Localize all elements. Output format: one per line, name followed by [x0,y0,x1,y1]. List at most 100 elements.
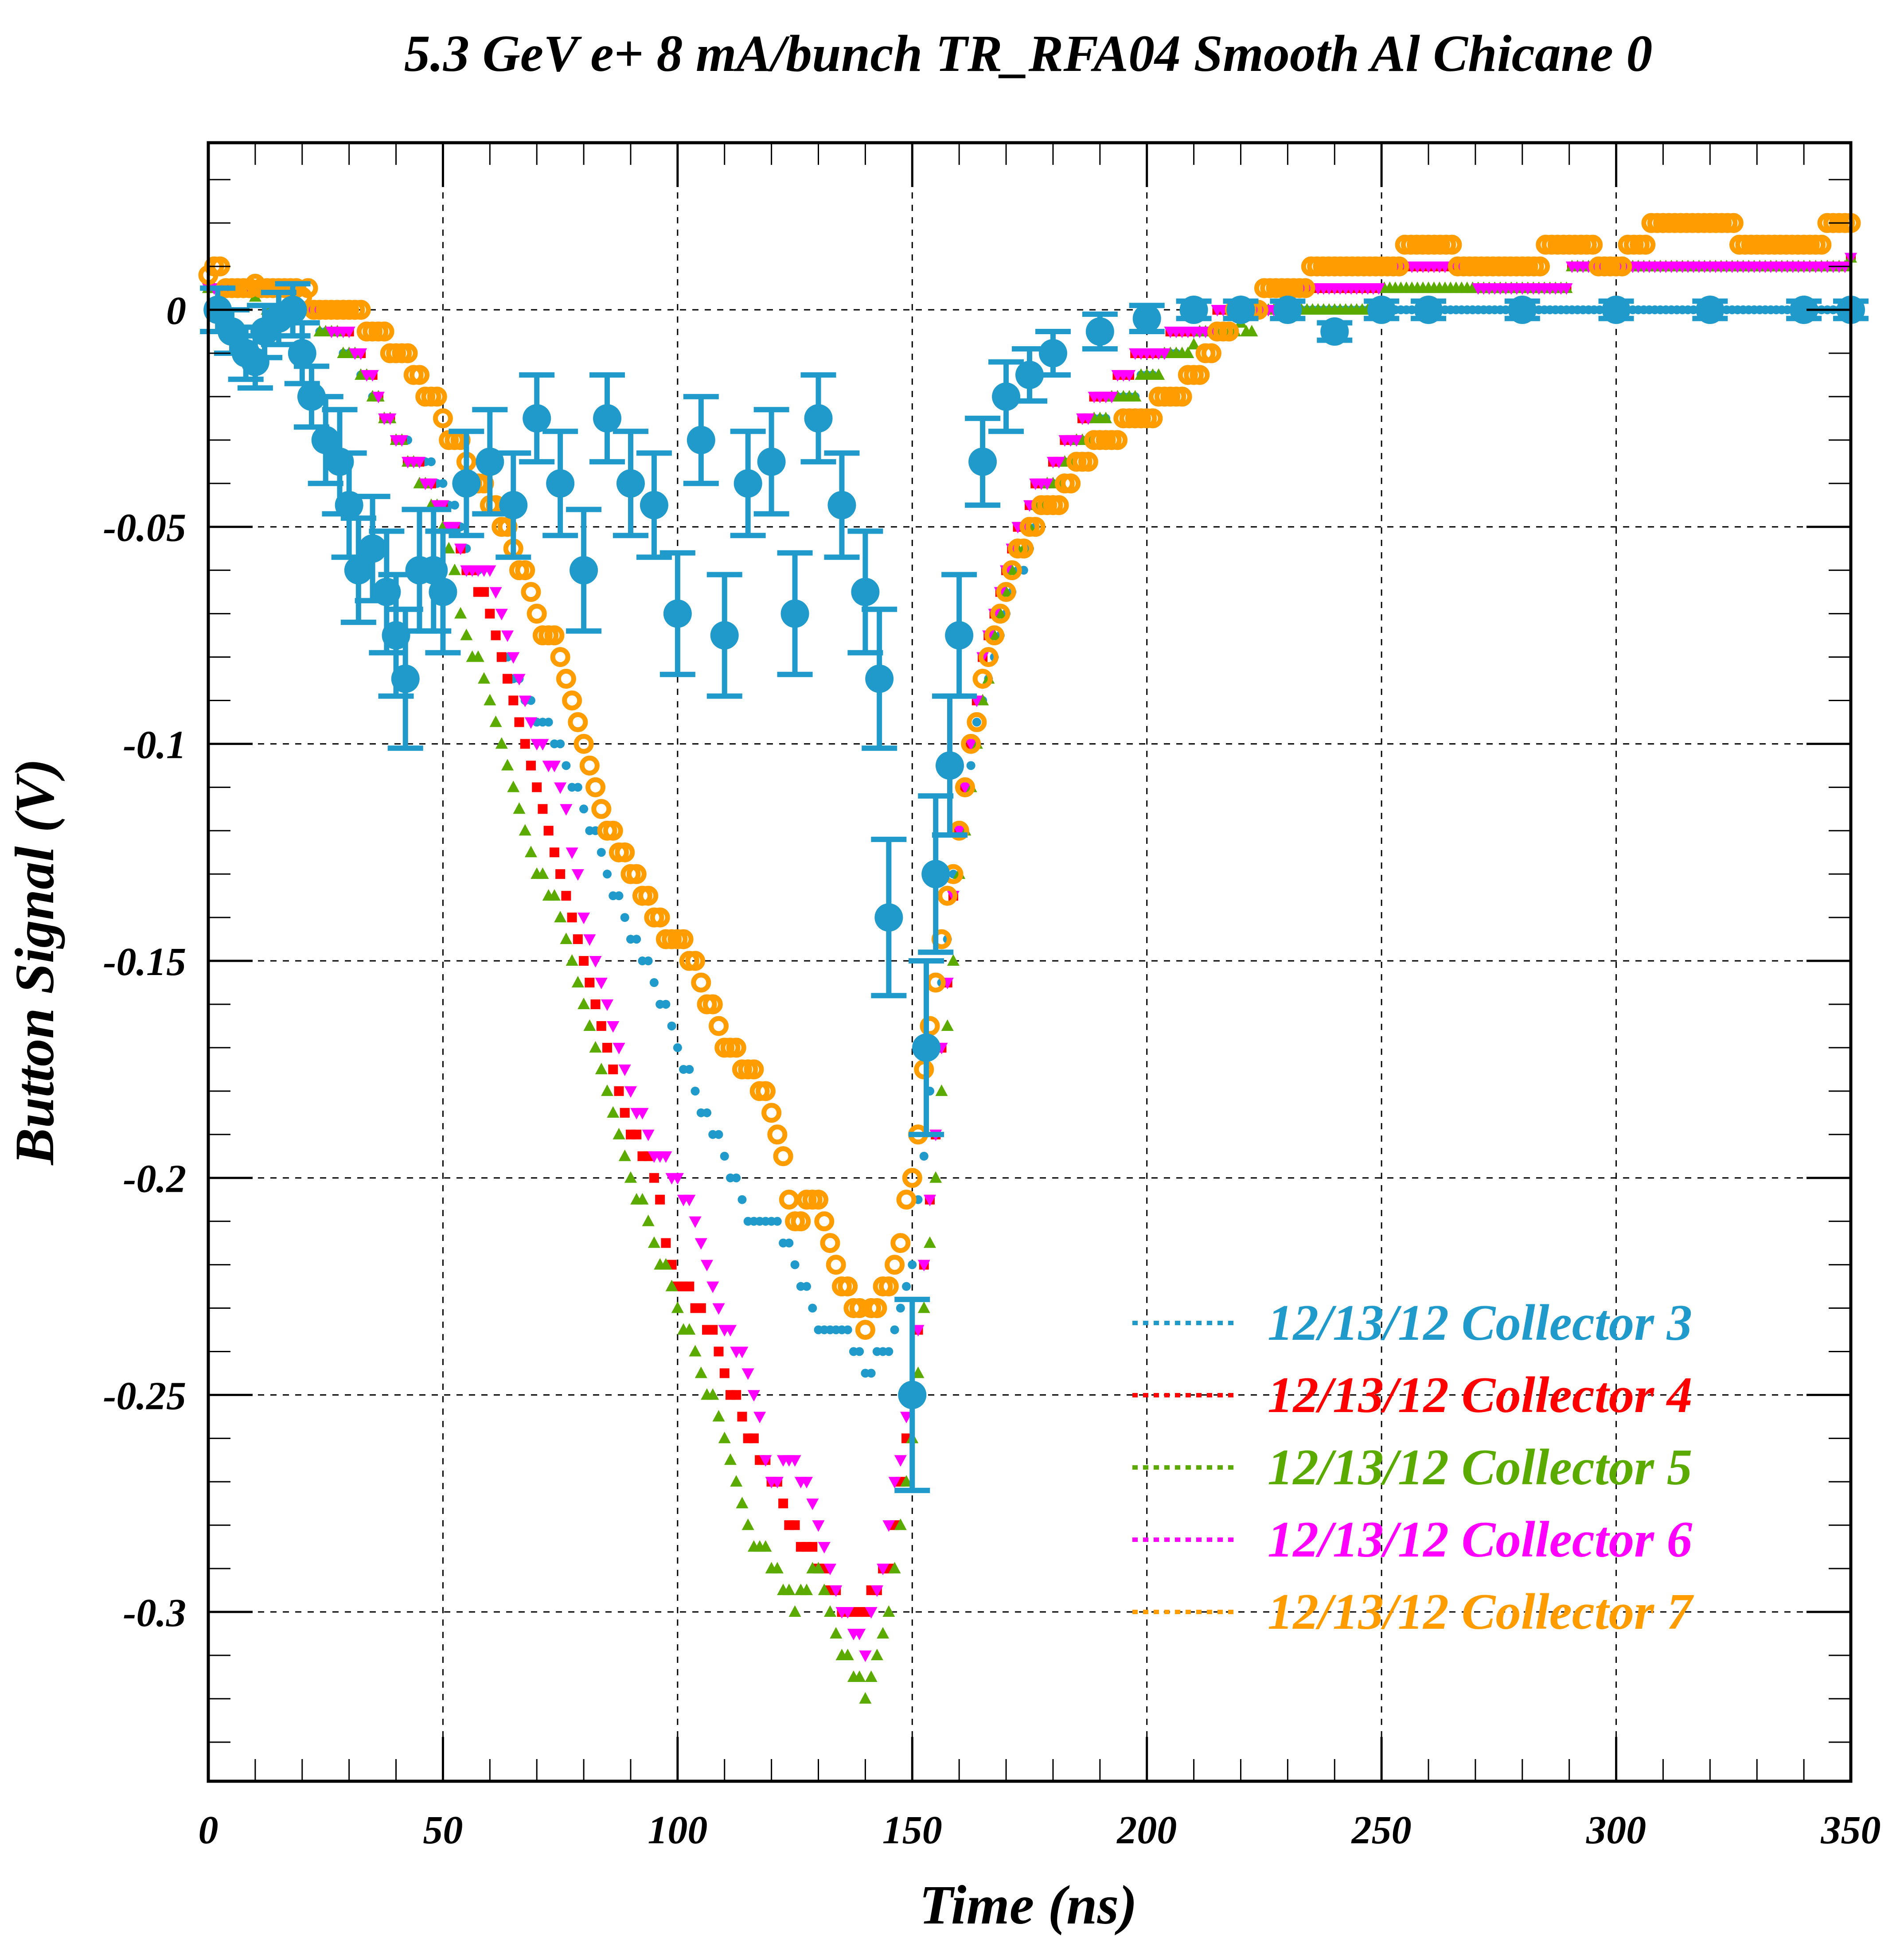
data-point [555,869,566,879]
data-point [603,820,623,841]
data-point [890,1233,911,1253]
x-tick-label: 350 [1821,1808,1881,1852]
y-tick-label: -0.25 [103,1374,186,1418]
data-point [566,954,578,966]
data-point [784,1238,794,1248]
data-point [696,1303,706,1313]
data-point [761,1103,782,1123]
data-point [843,1325,852,1334]
data-point [638,886,659,906]
data-point [602,1042,613,1053]
data-point [1219,321,1239,342]
data-point [426,457,436,466]
data-point [823,1605,836,1617]
data-point [454,543,467,555]
data-point [1201,343,1221,363]
data-point [984,625,1005,646]
data-point [562,690,582,710]
data-point [814,1211,835,1232]
data-point [659,1258,672,1270]
data-point [757,447,786,476]
data-point [841,1648,854,1660]
data-point [894,1455,907,1467]
data-point [953,826,966,838]
y-tick-label: -0.1 [123,723,186,767]
data-point [808,1542,818,1552]
data-point [896,1303,905,1313]
x-tick-label: 300 [1586,1808,1646,1852]
data-point [859,1692,872,1704]
data-point [884,1347,893,1356]
data-point [577,997,590,1009]
data-point [589,1041,602,1053]
data-point [374,321,394,342]
data-point [454,607,467,619]
data-point [917,1301,930,1313]
data-point [1508,296,1537,324]
data-point [550,647,570,667]
data-point [708,1325,718,1335]
data-point [593,404,622,433]
data-point [694,1238,707,1250]
data-point [616,469,645,498]
data-point [804,404,833,433]
data-point [583,1019,596,1031]
data-point [1372,283,1385,295]
data-point [912,1366,925,1378]
data-point [632,935,641,944]
data-point [1172,386,1192,407]
data-point [1612,256,1632,277]
data-point [507,780,520,792]
data-point [778,1498,788,1509]
data-point [702,994,723,1014]
data-point [783,1584,796,1596]
data-point [560,932,573,944]
data-point [967,712,987,732]
data-point [579,804,589,814]
data-point [827,491,856,519]
data-point [460,628,473,640]
data-point [724,1453,737,1465]
data-point [720,1151,729,1161]
data-point [800,1584,813,1596]
data-point [759,1455,772,1467]
data-point [866,1369,876,1378]
data-point [1273,296,1302,324]
data-point [1811,234,1832,255]
data-point [800,1477,813,1489]
data-point [894,1518,907,1530]
data-point [1041,478,1053,490]
data-point [579,956,589,966]
x-tick-label: 0 [199,1808,218,1852]
data-point [694,1366,707,1378]
data-point [1602,296,1631,324]
data-point [607,1106,620,1118]
data-point [1123,370,1136,382]
data-point [524,846,537,858]
data-point [1635,234,1656,255]
data-point [865,664,894,693]
data-point [384,413,397,425]
data-point [452,469,481,498]
data-point [514,717,524,727]
y-tick-label: -0.15 [103,940,186,984]
data-point [554,782,567,794]
data-point [613,1042,625,1054]
data-point [790,1520,800,1530]
data-point [882,1520,895,1532]
x-tick-label: 100 [648,1808,707,1852]
data-point [780,599,809,628]
data-point [1108,430,1128,450]
data-point [1078,452,1098,472]
data-point [1014,538,1034,559]
data-point [573,783,582,792]
data-point [1190,365,1210,385]
data-point [736,1346,749,1358]
data-point [485,609,495,619]
data-point [661,999,671,1009]
data-point [659,1151,672,1163]
data-point [1838,261,1851,273]
data-point [601,1084,614,1096]
data-point [614,891,624,901]
data-point [667,1021,676,1030]
